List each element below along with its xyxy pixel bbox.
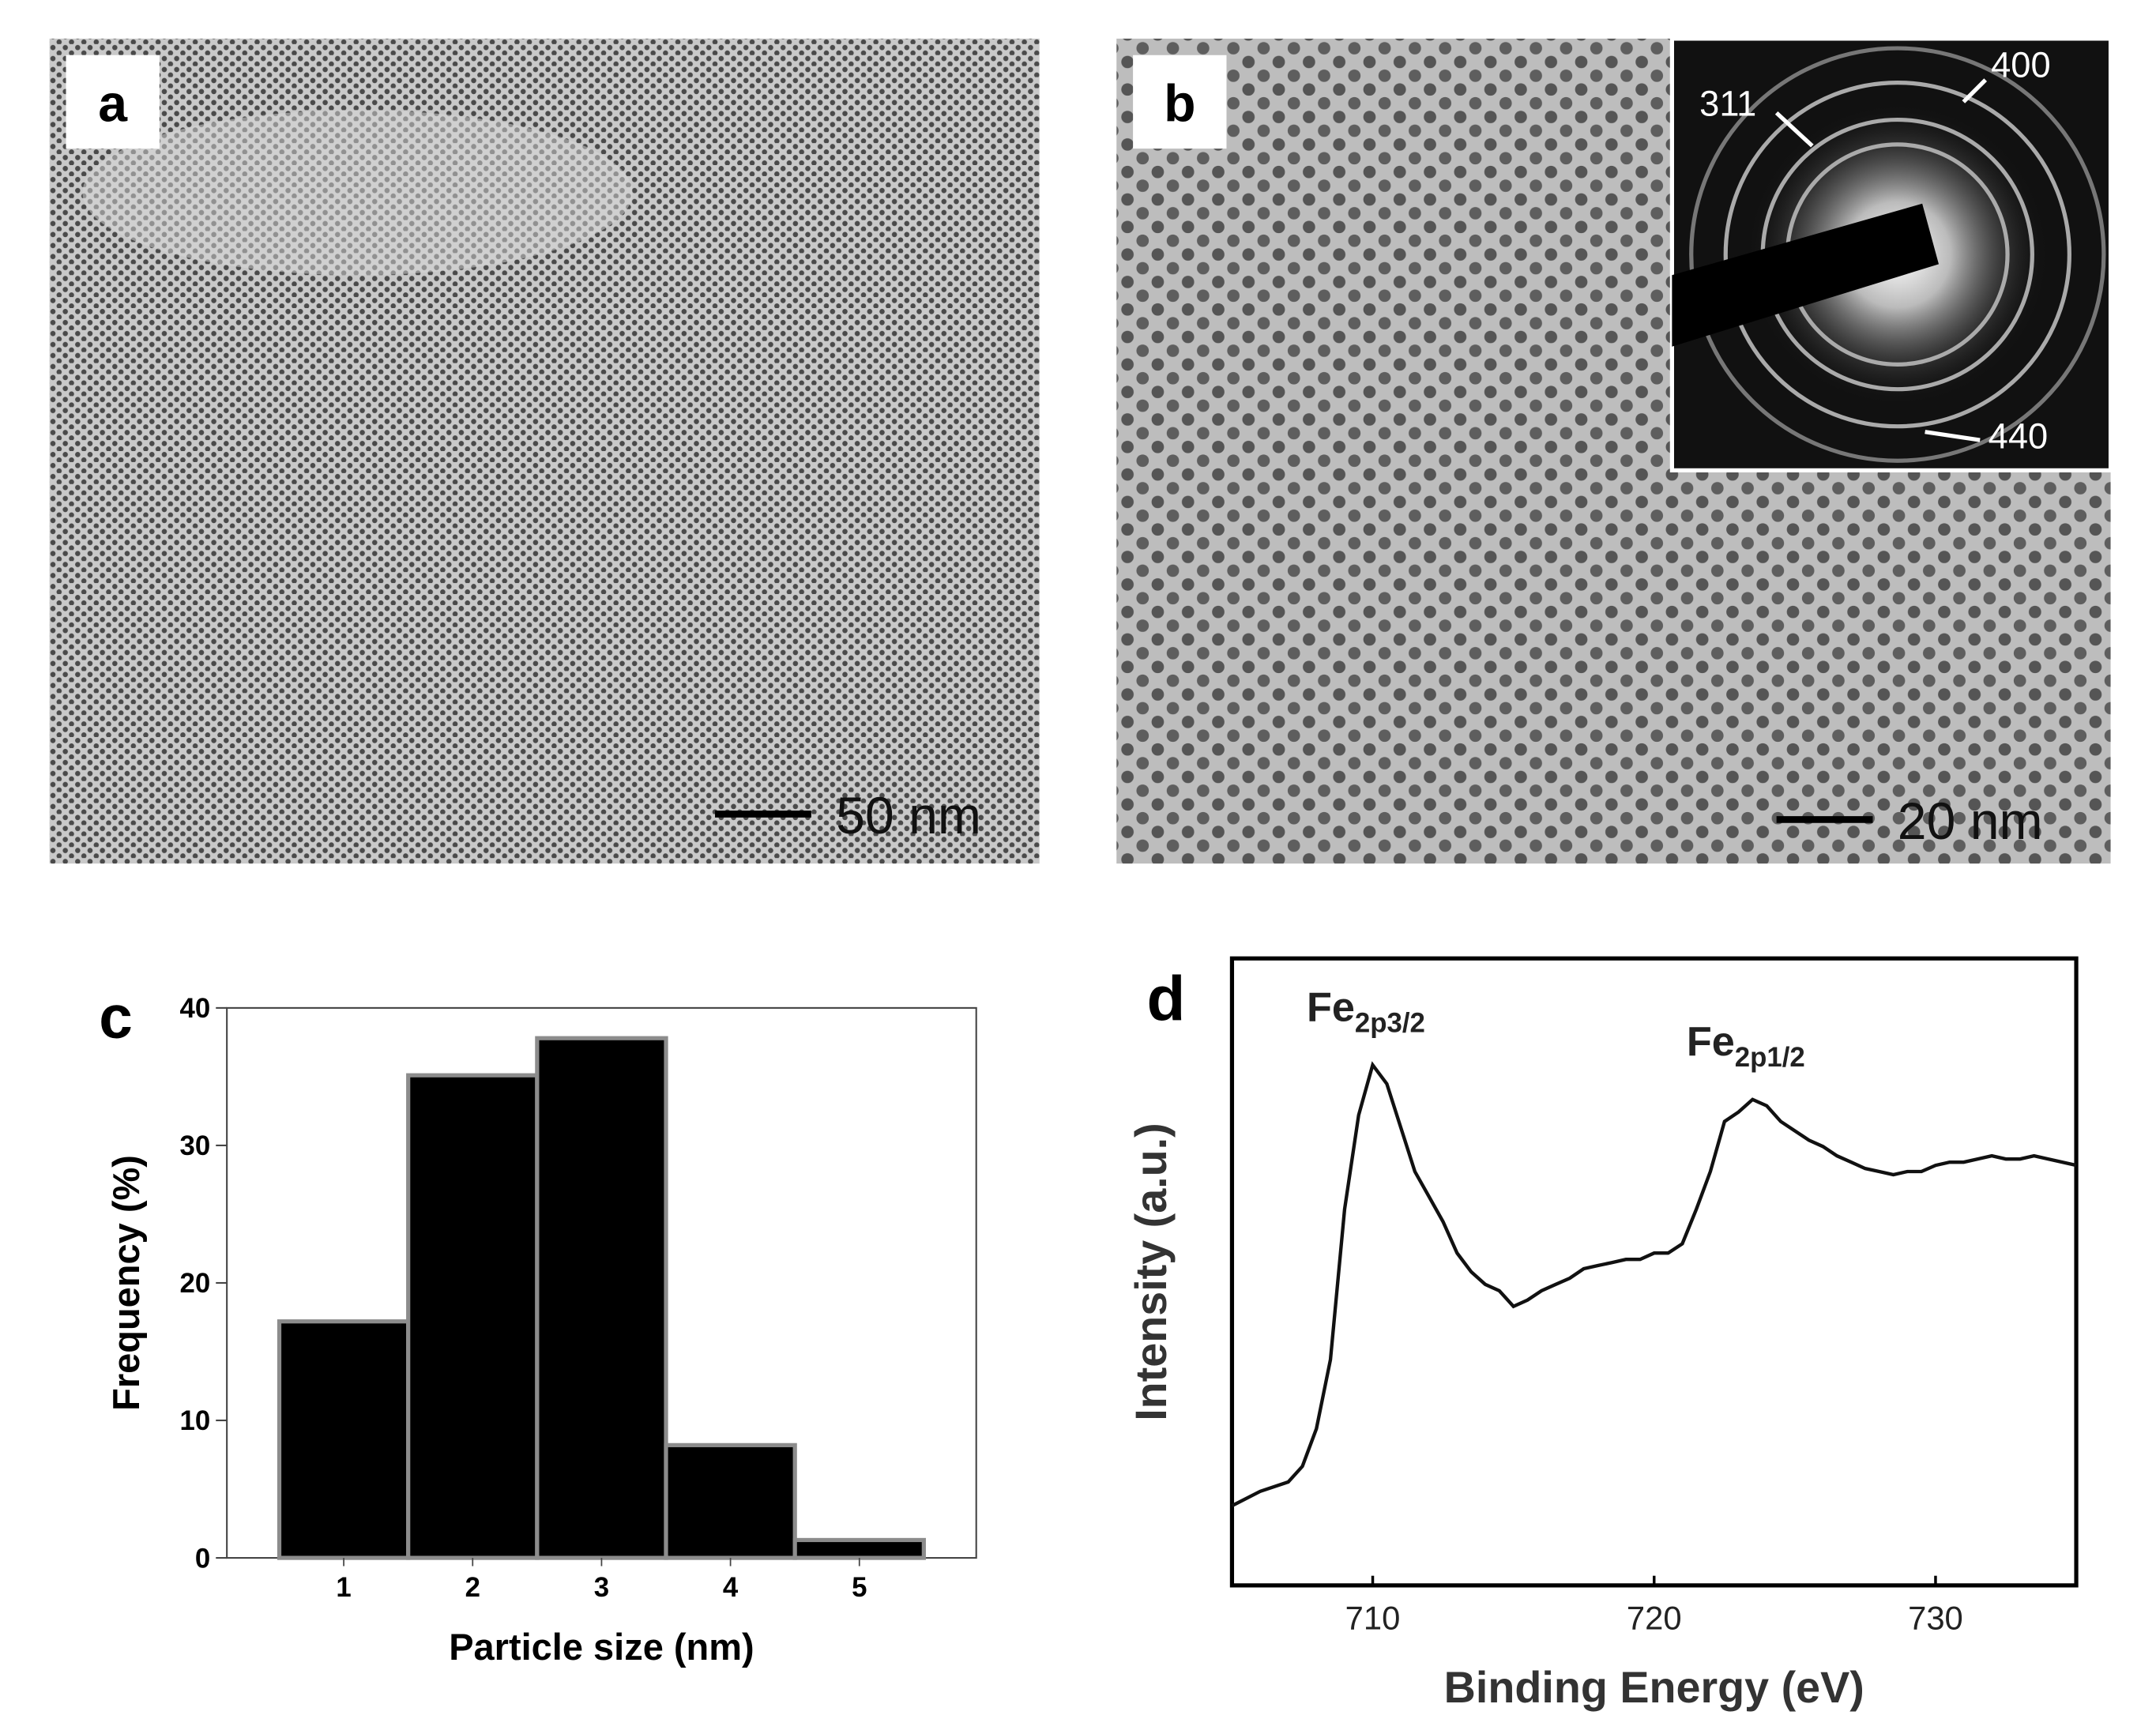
- x-axis-label: Particle size (nm): [449, 1626, 754, 1668]
- y-axis-label: Frequency (%): [105, 1155, 147, 1411]
- spectrum-line: [1231, 1061, 2077, 1508]
- panel-label: b: [1164, 74, 1195, 133]
- ring-label: 440: [1989, 416, 2049, 457]
- x-tick-label: 2: [465, 1572, 480, 1603]
- x-tick-label: 1: [336, 1572, 351, 1603]
- x-axis-label: Binding Energy (eV): [1444, 1663, 1864, 1712]
- x-tick-label: 720: [1627, 1600, 1682, 1637]
- ring-label: 400: [1991, 45, 2051, 85]
- x-tick-label: 3: [594, 1572, 609, 1603]
- x-tick-label: 730: [1908, 1600, 1963, 1637]
- panel-label: a: [98, 74, 128, 133]
- y-axis-label: Intensity (a.u.): [1127, 1123, 1176, 1420]
- y-tick-label: 30: [180, 1130, 211, 1161]
- bar: [277, 1319, 411, 1560]
- bar: [535, 1036, 668, 1560]
- tem-image-b: b 20 nm 311 400 440: [1116, 36, 2113, 864]
- x-tick-label: 710: [1345, 1600, 1401, 1637]
- panel-label: c: [99, 984, 133, 1051]
- scale-bar-label: 50 nm: [836, 787, 981, 845]
- x-tick-label: 5: [852, 1572, 867, 1603]
- bar: [792, 1537, 926, 1560]
- bar: [664, 1442, 797, 1560]
- scale-bar-label: 20 nm: [1898, 792, 2043, 851]
- peak-annotation: Fe2p3/2: [1307, 984, 1425, 1038]
- y-tick-label: 20: [180, 1268, 211, 1299]
- annotation-text: Fe: [1307, 984, 1355, 1030]
- tem-image-a: a 50 nm: [49, 38, 1040, 864]
- y-tick-label: 10: [180, 1405, 211, 1436]
- ring-label: 311: [1699, 83, 1756, 123]
- panel-label: d: [1147, 964, 1186, 1034]
- y-tick-label: 40: [180, 993, 211, 1024]
- bar: [406, 1073, 540, 1560]
- annotation-subscript: 2p3/2: [1355, 1007, 1425, 1038]
- annotation-text: Fe: [1687, 1019, 1735, 1065]
- peak-annotation: Fe2p1/2: [1687, 1019, 1805, 1073]
- y-tick-label: 0: [195, 1543, 210, 1574]
- x-tick-label: 4: [723, 1572, 739, 1603]
- annotation-subscript: 2p1/2: [1735, 1042, 1805, 1073]
- plot-frame: [1229, 956, 2079, 1588]
